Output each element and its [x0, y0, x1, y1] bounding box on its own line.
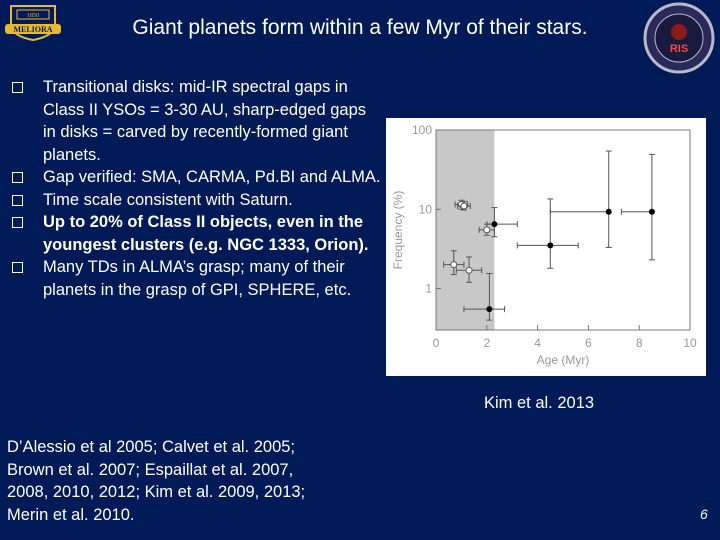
university-logo: 1850 MELIORA [5, 5, 61, 42]
plot-frame [435, 129, 691, 331]
y-tick-label: 10 [419, 202, 433, 216]
seal-text: RIS [670, 43, 688, 55]
data-point-open [483, 226, 491, 234]
bullet-text: Transitional disks: mid-IR spectral gaps… [43, 78, 366, 164]
chart-caption: Kim et al. 2013 [484, 394, 595, 412]
checkbox-bullet-icon [12, 194, 23, 206]
data-point-open [460, 202, 468, 210]
reference-line: D’Alessio et al 2005; Calvet et al. 2005… [7, 438, 296, 456]
logo-year: 1850 [27, 13, 39, 19]
y-axis-label: Frequency (%) [391, 191, 405, 270]
reference-line: 2008, 2010, 2012; Kim et al. 2009, 2013; [7, 483, 306, 501]
x-tick-label: 2 [483, 336, 490, 350]
bullet-item: Transitional disks: mid-IR spectral gaps… [10, 76, 382, 166]
data-point-filled [486, 306, 493, 313]
x-tick-label: 0 [433, 336, 440, 350]
slide-title: Giant planets form within a few Myr of t… [132, 16, 588, 39]
checkbox-bullet-icon [12, 217, 23, 228]
x-axis-label: Age (Myr) [537, 353, 590, 367]
data-point-filled [648, 208, 655, 215]
bullet-text: Gap verified: SMA, CARMA, Pd.BI and ALMA… [43, 168, 381, 186]
x-tick-label: 4 [534, 336, 541, 350]
references: D’Alessio et al 2005; Calvet et al. 2005… [7, 436, 367, 526]
x-tick-label: 6 [585, 336, 592, 350]
logo-text: MELIORA [13, 25, 52, 34]
bullet-list: Transitional disks: mid-IR spectral gaps… [10, 76, 382, 301]
data-point-filled [491, 221, 498, 228]
page-number: 6 [700, 506, 708, 522]
data-point-filled [547, 242, 554, 249]
y-tick-label: 100 [412, 123, 432, 137]
bullet-item: Up to 20% of Class II objects, even in t… [10, 211, 382, 256]
bullet-text: Time scale consistent with Saturn. [43, 190, 293, 209]
checkbox-bullet-icon [12, 82, 23, 93]
bullet-item: Gap verified: SMA, CARMA, Pd.BI and ALMA… [10, 166, 382, 189]
data-point-open [450, 261, 458, 269]
institute-seal-logo: RIS [643, 2, 715, 74]
checkbox-bullet-icon [12, 172, 23, 183]
data-point-open [465, 266, 473, 274]
reference-line: Merin et al. 2010. [7, 505, 135, 524]
reference-line: Brown et al. 2007; Espaillat et al. 2007… [7, 460, 294, 479]
checkbox-bullet-icon [12, 262, 23, 273]
y-tick-label: 1 [425, 282, 432, 296]
x-tick-label: 8 [636, 336, 643, 350]
x-tick-label: 10 [683, 336, 697, 350]
bullet-text: Many TDs in ALMA’s grasp; many of their … [43, 258, 352, 299]
bullet-item: Time scale consistent with Saturn. [10, 189, 382, 212]
bullet-item: Many TDs in ALMA’s grasp; many of their … [10, 256, 382, 301]
data-point-filled [605, 208, 612, 215]
bullet-text: Up to 20% of Class II objects, even in t… [43, 213, 369, 254]
